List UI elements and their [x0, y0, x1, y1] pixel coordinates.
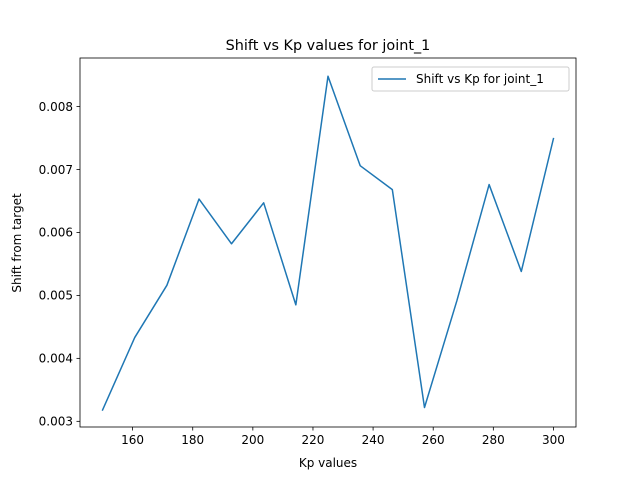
legend-label: Shift vs Kp for joint_1 [416, 72, 544, 86]
axes-frame [79, 57, 577, 428]
x-tick-label-1: 180 [181, 433, 204, 447]
x-tick-label-5: 260 [422, 433, 445, 447]
x-tick-label-3: 220 [302, 433, 325, 447]
x-tick-label-7: 300 [542, 433, 565, 447]
y-axis-label: Shift from target [10, 193, 24, 293]
y-tick-label-0: 0.003 [39, 415, 73, 429]
plot-area: 160 180 200 220 240 260 280 300 0.003 0.004 0.005 0… [39, 57, 577, 447]
y-tick-label-2: 0.005 [39, 289, 73, 303]
x-tick-label-2: 200 [241, 433, 264, 447]
chart-title: Shift vs Kp values for joint_1 [226, 38, 431, 54]
legend-box [371, 66, 570, 92]
y-tick-label-3: 0.006 [39, 226, 73, 240]
legend: Shift vs Kp for joint_1 [371, 66, 570, 92]
x-tick-label-0: 160 [121, 433, 144, 447]
y-tick-label-1: 0.004 [39, 352, 73, 366]
x-tick-label-4: 240 [362, 433, 385, 447]
y-tick-label-5: 0.008 [39, 100, 73, 114]
x-axis-label: Kp values [299, 456, 357, 470]
y-tick-label-4: 0.007 [39, 163, 73, 177]
x-tick-label-6: 280 [482, 433, 505, 447]
series-line-0 [101, 75, 555, 411]
